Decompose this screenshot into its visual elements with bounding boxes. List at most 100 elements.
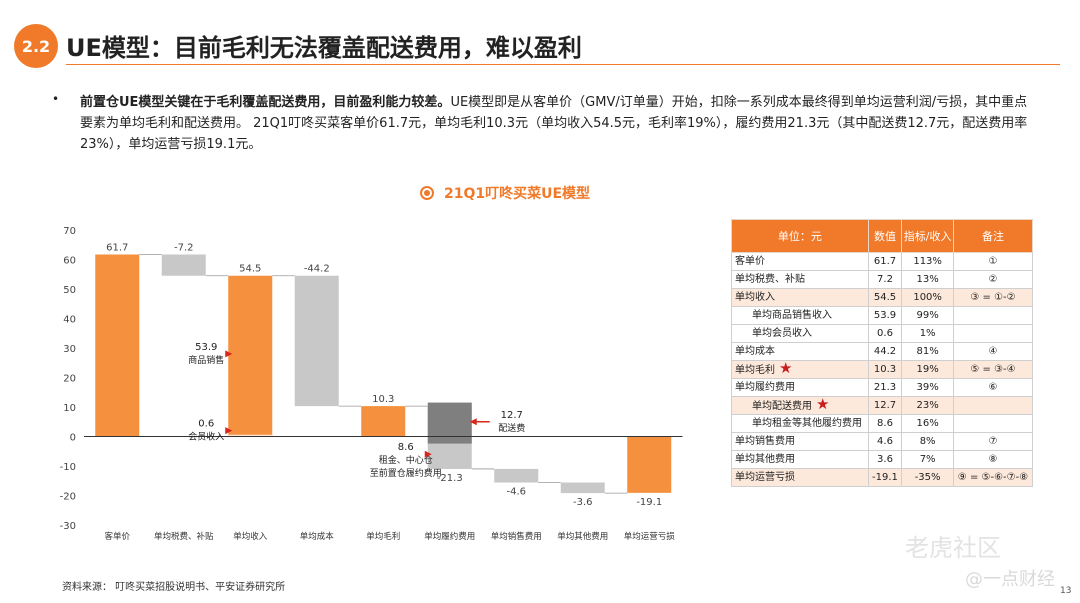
- star-icon: ★: [816, 395, 830, 413]
- table-cell-ratio: 113%: [901, 252, 954, 271]
- bar-segment: [427, 402, 472, 444]
- bar: [161, 254, 206, 276]
- table-cell-label: 单均租金等其他履约费用: [731, 414, 869, 433]
- y-tick-label: 20: [63, 374, 76, 385]
- table-cell-note: ④: [953, 342, 1033, 361]
- star-icon: ★: [779, 359, 793, 377]
- table-cell-value: 44.2: [867, 342, 903, 361]
- table-row: 单均配送费用 ★ 12.7 23%: [731, 395, 1033, 415]
- x-category-label: 单均运营亏损: [624, 531, 676, 542]
- table-cell-ratio: 19%: [901, 360, 954, 379]
- page-number: 13: [1060, 586, 1072, 596]
- table-cell-label: 单均履约费用: [731, 378, 869, 397]
- annotation-text: 租金、中心仓: [379, 454, 433, 466]
- table-cell-value: 0.6: [867, 324, 903, 343]
- x-category-label: 单均成本: [300, 531, 335, 542]
- x-category-label: 单均税费、补贴: [154, 531, 214, 542]
- y-tick-label: 10: [63, 403, 76, 414]
- table-cell-value: 12.7: [867, 396, 903, 415]
- bar-value-label: -44.2: [304, 264, 330, 275]
- bar-value-label: -7.2: [174, 242, 194, 253]
- bar-value-label: 61.7: [106, 242, 128, 253]
- y-tick-label: 40: [63, 315, 76, 326]
- y-tick-label: 60: [63, 256, 76, 267]
- title-divider: [66, 64, 1060, 65]
- table-cell-note: ①: [953, 252, 1033, 271]
- annotation-arrow-head: [225, 350, 233, 358]
- table-header-unit: 单位：元: [731, 219, 869, 253]
- watermark-primary: 老虎社区: [905, 534, 1001, 562]
- table-header-row: 单位：元 数值 指标/收入 备注: [731, 219, 1033, 253]
- table-cell-value: 10.3: [867, 360, 903, 379]
- table-cell-ratio: 39%: [901, 378, 954, 397]
- table-cell-ratio: 100%: [901, 288, 954, 307]
- annotation-arrow-head: [469, 418, 477, 426]
- watermark-secondary: @一点财经: [965, 569, 1055, 590]
- table-row: 单均租金等其他履约费用 8.6 16%: [731, 414, 1033, 433]
- x-category-label: 单均毛利: [366, 531, 400, 542]
- table-cell-value: 54.5: [867, 288, 903, 307]
- table-cell-note: [953, 306, 1033, 325]
- bar-value-label: -21.3: [437, 473, 463, 484]
- annotation-value: 12.7: [501, 410, 523, 421]
- bar: [494, 468, 539, 483]
- chart-title: 21Q1叮咚买菜UE模型: [444, 186, 591, 202]
- annotation-text: 至前置仓履约费用: [370, 467, 442, 479]
- table-row: 客单价 61.7 113% ①: [731, 252, 1033, 271]
- bar: [95, 254, 140, 437]
- table-cell-ratio: 23%: [901, 396, 954, 415]
- annotation-text: 会员收入: [188, 431, 224, 443]
- table-cell-note: [953, 324, 1033, 343]
- table-cell-value: 53.9: [867, 306, 903, 325]
- table-cell-note: [953, 414, 1033, 433]
- table-cell-value: 7.2: [867, 270, 903, 289]
- table-cell-label: 单均运营亏损: [731, 468, 869, 487]
- table-row: 单均成本 44.2 81% ④: [731, 342, 1033, 361]
- x-category-label: 客单价: [104, 531, 130, 542]
- x-category-label: 单均销售费用: [491, 531, 542, 542]
- bar: [294, 275, 339, 407]
- annotation-value: 8.6: [398, 442, 414, 453]
- bar: [228, 275, 273, 437]
- table-row: 单均运营亏损 -19.1 -35% ⑨ = ⑤-⑥-⑦-⑧: [731, 468, 1033, 487]
- table-cell-label: 单均税费、补贴: [731, 270, 869, 289]
- annotation-value: 53.9: [195, 342, 217, 353]
- summary-text: UE模型即是从客单价（GMV/订单量）开始，扣除一系列成本最终得到单均运营利润/…: [80, 95, 1028, 152]
- table-cell-label: 单均收入: [731, 288, 869, 307]
- bar: [627, 436, 672, 493]
- table-cell-ratio: 16%: [901, 414, 954, 433]
- table-cell-note: [953, 396, 1033, 415]
- table-cell-ratio: 1%: [901, 324, 954, 343]
- y-tick-label: 50: [63, 285, 76, 296]
- waterfall-chart: 70 60 50 40 30 20 10 0 -10 -20 -30 61.7 -7.2 54.5 -44.…: [60, 226, 683, 542]
- bar-value-label: -4.6: [506, 487, 526, 498]
- table-cell-label: 单均毛利 ★: [731, 359, 869, 379]
- table-cell-label: 单均成本: [731, 342, 869, 361]
- table-header-ratio: 指标/收入: [901, 219, 954, 253]
- x-category-label: 单均收入: [233, 531, 268, 542]
- table-header-value: 数值: [867, 219, 903, 253]
- table-row: 单均履约费用 21.3 39% ⑥: [731, 378, 1033, 397]
- table-cell-ratio: -35%: [901, 468, 954, 487]
- table-row: 单均会员收入 0.6 1%: [731, 324, 1033, 343]
- y-tick-label: -10: [60, 462, 76, 473]
- table-cell-ratio: 8%: [901, 432, 954, 451]
- y-tick-label: 30: [63, 344, 76, 355]
- table-cell-note: ⑧: [953, 450, 1033, 469]
- annotation-text: 商品销售: [188, 354, 224, 366]
- x-category-label: 单均履约费用: [424, 531, 475, 542]
- table-row: 单均销售费用 4.6 8% ⑦: [731, 432, 1033, 451]
- table-row: 单均其他费用 3.6 7% ⑧: [731, 450, 1033, 469]
- bar-segment: [228, 434, 273, 437]
- y-tick-label: 70: [63, 226, 76, 237]
- ue-table: 单位：元 数值 指标/收入 备注 客单价 61.7 113% ① 单均税费、补贴 7.2 1…: [731, 219, 1033, 487]
- y-tick-label: 0: [70, 433, 76, 444]
- bar-value-label: -3.6: [573, 497, 593, 508]
- bullet-icon: •: [52, 92, 60, 106]
- bar-value-label: 10.3: [372, 394, 394, 405]
- annotation-text: 配送费: [498, 422, 525, 434]
- table-cell-label: 单均其他费用: [731, 450, 869, 469]
- page-title: UE模型：目前毛利无法覆盖配送费用，难以盈利: [66, 34, 582, 62]
- table-cell-ratio: 99%: [901, 306, 954, 325]
- annotation-value: 0.6: [198, 419, 214, 430]
